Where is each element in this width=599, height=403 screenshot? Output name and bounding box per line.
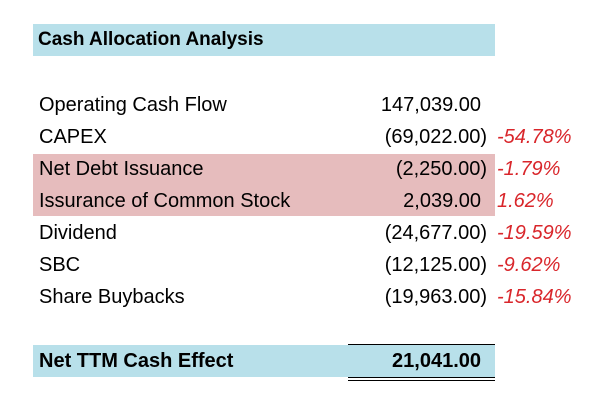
row-net-debt-issuance: Net Debt Issuance (2,250.00) -1.79% xyxy=(0,153,599,185)
row-label[interactable]: Operating Cash Flow xyxy=(39,94,227,116)
row-share-buybacks: Share Buybacks (19,963.00) -15.84% xyxy=(0,281,599,313)
total-label[interactable]: Net TTM Cash Effect xyxy=(39,350,234,372)
row-value[interactable]: (19,963.00) xyxy=(384,286,487,308)
row-sbc: SBC (12,125.00) -9.62% xyxy=(0,249,599,281)
row-percent[interactable]: -15.84% xyxy=(497,286,572,308)
total-row-fill xyxy=(33,345,495,377)
row-label[interactable]: Issurance of Common Stock xyxy=(39,190,291,212)
row-percent[interactable]: -9.62% xyxy=(497,254,561,276)
row-label[interactable]: Dividend xyxy=(39,222,117,244)
row-label[interactable]: Net Debt Issuance xyxy=(39,158,204,180)
row-percent[interactable]: -54.78% xyxy=(497,126,572,148)
row-operating-cash-flow: Operating Cash Flow 147,039.00 xyxy=(0,89,599,121)
total-double-underline-1 xyxy=(348,377,495,378)
total-top-border xyxy=(348,344,495,345)
row-value[interactable]: (69,022.00) xyxy=(384,126,487,148)
row-value[interactable]: (24,677.00) xyxy=(384,222,487,244)
row-value[interactable]: 2,039.00 xyxy=(403,190,481,212)
row-percent[interactable]: 1.62% xyxy=(497,190,554,212)
sheet-title[interactable]: Cash Allocation Analysis xyxy=(38,29,264,50)
row-percent[interactable]: -19.59% xyxy=(497,222,572,244)
highlighted-rows-fill xyxy=(33,154,495,216)
row-value[interactable]: (12,125.00) xyxy=(384,254,487,276)
row-value[interactable]: (2,250.00) xyxy=(395,158,487,180)
row-label[interactable]: CAPEX xyxy=(39,126,107,148)
row-capex: CAPEX (69,022.00) -54.78% xyxy=(0,121,599,153)
row-issurance-of-common-stock: Issurance of Common Stock 2,039.00 1.62% xyxy=(0,185,599,217)
total-value[interactable]: 21,041.00 xyxy=(392,350,481,372)
row-net-ttm-cash-effect: Net TTM Cash Effect 21,041.00 xyxy=(0,345,599,377)
row-value[interactable]: 147,039.00 xyxy=(380,94,481,116)
row-label[interactable]: Share Buybacks xyxy=(39,286,185,308)
row-label[interactable]: SBC xyxy=(39,254,81,276)
row-percent[interactable]: -1.79% xyxy=(497,158,561,180)
total-double-underline-2 xyxy=(348,380,495,381)
title-cell-fill xyxy=(33,24,495,56)
row-dividend: Dividend (24,677.00) -19.59% xyxy=(0,217,599,249)
